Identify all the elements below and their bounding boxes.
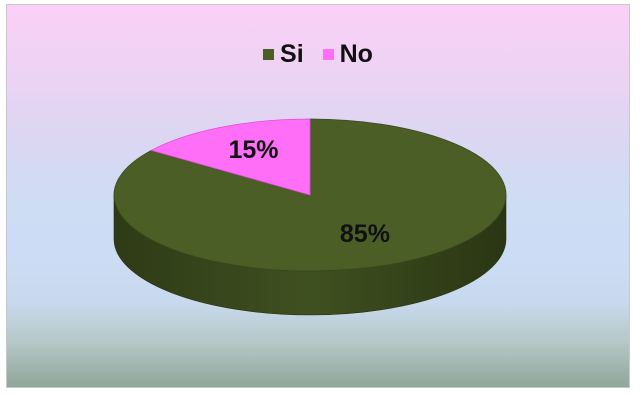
chart-area: Si No 85% 15% xyxy=(6,4,630,388)
legend-swatch-si xyxy=(263,49,275,60)
data-label-no: 15% xyxy=(228,136,278,164)
legend-item-no: No xyxy=(322,40,373,69)
pie-chart: 85% 15% xyxy=(113,118,507,316)
data-label-si: 85% xyxy=(340,220,390,248)
pie-slice-no xyxy=(150,118,311,196)
legend-label-si: Si xyxy=(280,40,304,68)
chart-legend: Si No xyxy=(7,38,629,69)
legend-item-si: Si xyxy=(263,40,304,69)
legend-swatch-no xyxy=(322,49,334,60)
legend-label-no: No xyxy=(339,40,373,68)
